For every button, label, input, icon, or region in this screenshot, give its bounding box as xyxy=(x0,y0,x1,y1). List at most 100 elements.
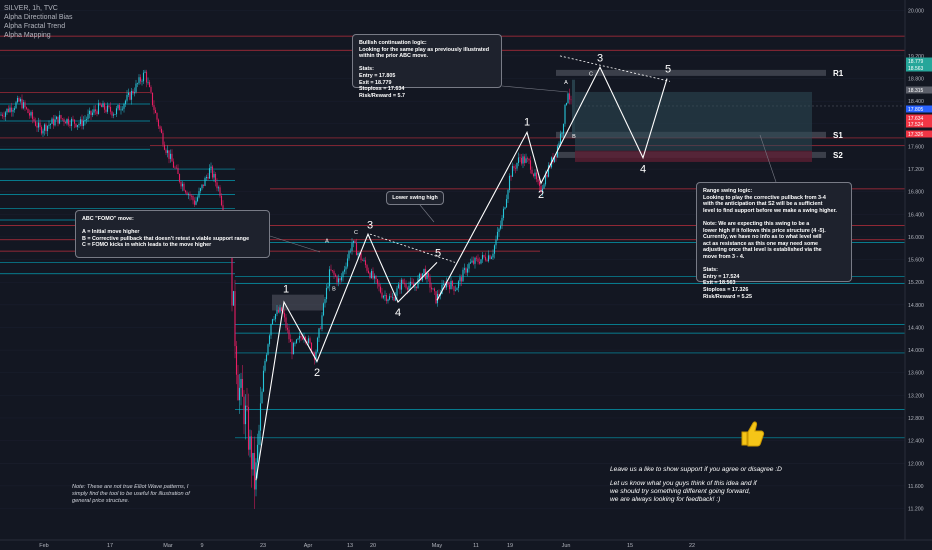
candle-body xyxy=(513,166,515,169)
candle-body xyxy=(243,396,245,425)
candle-body xyxy=(43,124,46,131)
candle-body xyxy=(238,387,241,401)
candle-body xyxy=(366,265,368,271)
candle-body xyxy=(358,252,361,254)
indicator-directional-bias[interactable]: Alpha Directional Bias xyxy=(4,14,73,21)
y-tick-label: 13.200 xyxy=(908,393,924,399)
candle-body xyxy=(99,103,101,106)
price-tag xyxy=(906,64,932,72)
candle-body xyxy=(474,257,476,264)
candle-body xyxy=(183,183,185,191)
candle-body xyxy=(469,262,472,264)
candle-body xyxy=(522,156,524,164)
candle-body xyxy=(489,255,491,259)
candle-body xyxy=(264,361,266,371)
candle-body xyxy=(567,93,569,103)
candle-body xyxy=(292,343,295,355)
candle-body xyxy=(15,102,17,109)
candle-body xyxy=(205,177,208,179)
abc-label: A xyxy=(325,239,329,245)
candle-body xyxy=(199,188,202,192)
wave-label: 5 xyxy=(665,64,671,76)
candle-body xyxy=(204,178,206,186)
candle-body xyxy=(537,179,539,182)
candle-body xyxy=(115,108,118,115)
candle-body xyxy=(240,378,242,388)
y-tick-label: 14.400 xyxy=(908,325,924,331)
candle-body xyxy=(172,161,175,168)
candle-body xyxy=(372,271,374,279)
candle-body xyxy=(69,124,71,126)
candle-body xyxy=(414,286,416,288)
candle-body xyxy=(345,266,347,270)
candle-body xyxy=(487,255,490,262)
candle-body xyxy=(364,260,367,266)
candle-body xyxy=(394,295,397,301)
candle-body xyxy=(369,273,371,278)
candle-body xyxy=(123,103,125,109)
candle-body xyxy=(211,166,214,178)
candle-body xyxy=(295,339,298,343)
candle-body xyxy=(46,125,49,132)
candle-body xyxy=(304,336,307,342)
candle-body xyxy=(135,83,137,93)
candle-body xyxy=(271,319,274,325)
candle-body xyxy=(181,183,184,187)
candle-body xyxy=(309,338,311,343)
candle-body xyxy=(387,299,389,302)
key-level-label-s1: S1 xyxy=(833,131,843,140)
candle-body xyxy=(451,280,454,287)
candle-body xyxy=(190,195,193,197)
candle-body xyxy=(532,173,535,177)
key-level-label-s2: S2 xyxy=(833,151,843,160)
y-tick-label: 12.000 xyxy=(908,461,924,467)
candle-body xyxy=(52,118,55,126)
x-tick-label: May xyxy=(432,543,443,549)
indicator-mapping[interactable]: Alpha Mapping xyxy=(4,32,51,39)
candle-body xyxy=(315,351,317,360)
candle-body xyxy=(93,109,95,113)
candle-body xyxy=(483,255,485,257)
candle-body xyxy=(96,111,98,114)
candle-body xyxy=(354,240,356,243)
candle-body xyxy=(151,92,154,106)
candle-body xyxy=(70,118,73,126)
x-tick-label: 9 xyxy=(200,543,203,549)
candle-body xyxy=(498,228,500,232)
candle-body xyxy=(133,92,136,94)
y-tick-label: 11.200 xyxy=(908,507,924,513)
candle-body xyxy=(466,268,469,273)
indicator-fractal-trend[interactable]: Alpha Fractal Trend xyxy=(4,23,66,30)
candle-body xyxy=(328,269,331,287)
candle-body xyxy=(220,195,223,206)
candle-body xyxy=(370,271,373,278)
candle-body xyxy=(208,168,211,179)
candle-body xyxy=(270,324,272,336)
candle-body xyxy=(132,90,134,94)
candle-body xyxy=(411,281,413,284)
symbol-label[interactable]: SILVER, 1h, TVC xyxy=(4,5,58,12)
candle-body xyxy=(360,252,362,261)
candle-body xyxy=(94,109,97,112)
candle-body xyxy=(507,190,509,200)
upper-trendline xyxy=(559,55,671,82)
candle-body xyxy=(426,273,428,280)
candle-body xyxy=(40,126,43,134)
candle-body xyxy=(468,263,470,269)
candle-body xyxy=(162,132,164,145)
candle-body xyxy=(384,295,386,296)
x-tick-label: 19 xyxy=(507,543,513,549)
candle-body xyxy=(139,77,142,82)
candle-body xyxy=(427,273,430,278)
range-note-pointer xyxy=(759,134,777,183)
y-tick-label: 17.600 xyxy=(908,144,924,150)
candle-body xyxy=(262,370,265,392)
bullish-logic-note: Bullish continuation logic: Looking for … xyxy=(352,34,502,99)
candle-body xyxy=(253,452,256,490)
candle-body xyxy=(297,338,299,340)
candle-body xyxy=(7,108,10,113)
candle-body xyxy=(195,201,197,205)
candle-body xyxy=(120,109,122,111)
candle-body xyxy=(534,172,536,177)
